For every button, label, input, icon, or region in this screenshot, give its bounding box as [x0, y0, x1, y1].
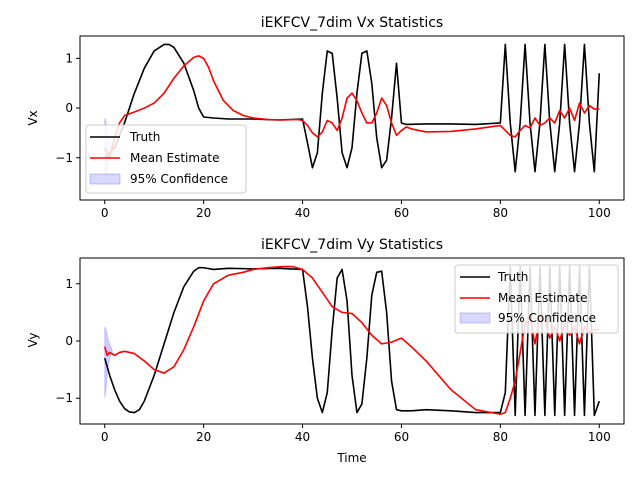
vx-xtick-label: 0: [101, 206, 109, 220]
vy-xtick-label: 0: [101, 430, 109, 444]
vy-legend-estimate: Mean Estimate: [498, 291, 588, 305]
vy-title: iEKFCV_7dim Vy Statistics: [261, 237, 443, 253]
vx-legend-truth: Truth: [129, 130, 160, 144]
vy-confidence-band: [104, 326, 113, 399]
vx-legend-box: [85, 124, 247, 194]
vx-ylabel: Vx: [26, 110, 40, 125]
vy-legend-box: [454, 264, 619, 334]
vy-legend: Truth Mean Estimate 95% Confidence: [454, 264, 619, 334]
vx-xtick-label: 80: [493, 206, 508, 220]
vx-truth-line: [104, 43, 601, 173]
vx-subplot: iEKFCV_7dim Vx Statistics Vx 0 20 40 60 80 10…: [26, 15, 625, 220]
vy-ylabel: Vy: [26, 333, 40, 348]
vy-ytick-label: 1: [65, 277, 73, 291]
vx-title: iEKFCV_7dim Vx Statistics: [261, 15, 443, 31]
vy-ytick-label: −1: [55, 391, 73, 405]
vx-legend: Truth Mean Estimate 95% Confidence: [85, 124, 247, 194]
vx-xtick-label: 40: [295, 206, 310, 220]
vy-xtick-label: 20: [196, 430, 211, 444]
vx-xtick-label: 60: [394, 206, 409, 220]
vy-xlabel: Time: [336, 451, 366, 465]
vy-legend-confidence-swatch: [459, 312, 491, 324]
vy-subplot: iEKFCV_7dim Vy Statistics Vy Time 0 20 40 6…: [26, 237, 625, 465]
vy-xtick-label: 60: [394, 430, 409, 444]
vy-truth-line: [103, 265, 601, 417]
vy-ticks: 0 20 40 60 80 100 −1 0 1: [55, 277, 610, 444]
vy-xtick-label: 40: [295, 430, 310, 444]
vx-ytick-label: −1: [55, 151, 73, 165]
vx-legend-confidence: 95% Confidence: [130, 172, 228, 186]
vx-legend-estimate: Mean Estimate: [130, 151, 220, 165]
vx-legend-confidence-swatch: [89, 173, 121, 185]
vy-xtick-label: 80: [493, 430, 508, 444]
vx-axes-frame: [79, 35, 625, 201]
vy-legend-truth: Truth: [497, 270, 528, 284]
vy-axes-frame: [79, 257, 625, 425]
vx-estimate-line: [104, 55, 600, 159]
vx-ytick-label: 0: [65, 101, 73, 115]
vx-xtick-label: 20: [196, 206, 211, 220]
vy-ytick-label: 0: [65, 334, 73, 348]
vy-legend-confidence: 95% Confidence: [498, 311, 596, 325]
vy-xtick-label: 100: [588, 430, 611, 444]
vx-series-lines: [104, 43, 601, 173]
vx-xtick-label: 100: [588, 206, 611, 220]
vx-ticks: 0 20 40 60 80 100 −1 0 1: [55, 51, 610, 220]
vx-ytick-label: 1: [65, 51, 73, 65]
vy-confidence-area: [104, 326, 113, 399]
